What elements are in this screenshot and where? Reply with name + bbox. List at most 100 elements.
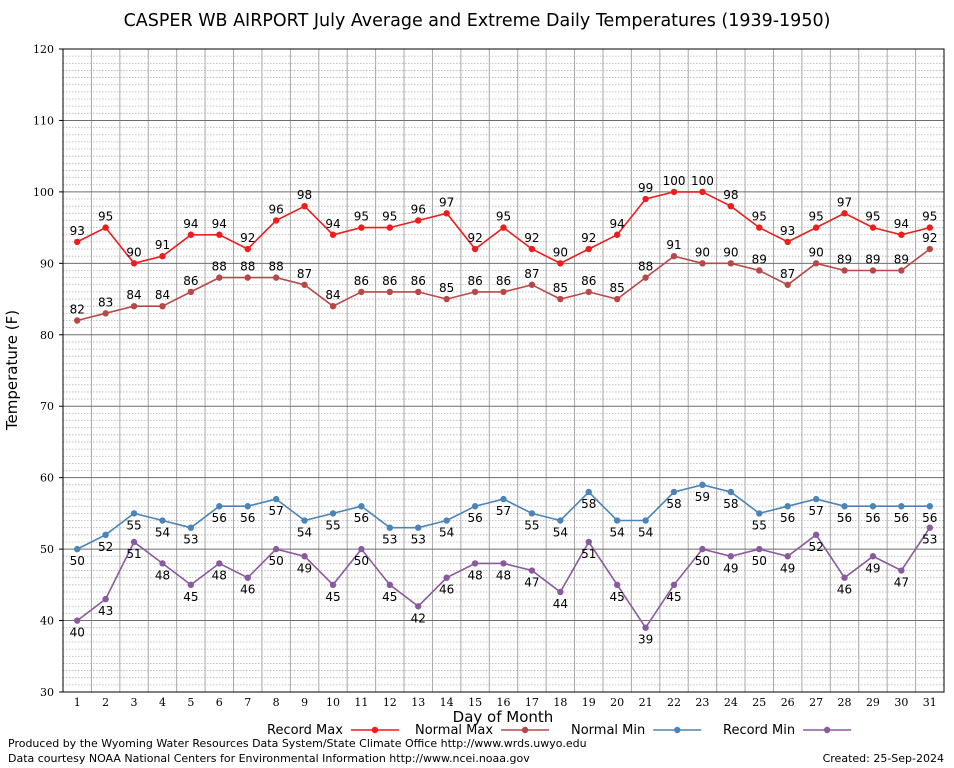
x-tick-label: 30 bbox=[894, 696, 908, 709]
record-max-data-label: 97 bbox=[837, 195, 852, 209]
record-min-point bbox=[926, 524, 933, 531]
x-tick-label: 22 bbox=[667, 696, 681, 709]
normal-max-point bbox=[528, 281, 536, 288]
record-min-data-label: 49 bbox=[723, 561, 738, 575]
normal-min-data-label: 55 bbox=[752, 518, 767, 532]
normal-max-point bbox=[216, 274, 223, 281]
normal-max-legend-marker bbox=[521, 726, 529, 734]
record-max-point bbox=[187, 231, 195, 238]
x-tick-label: 1 bbox=[74, 696, 81, 709]
normal-min-point bbox=[812, 495, 820, 503]
normal-min-data-label: 57 bbox=[808, 504, 823, 518]
record-min-data-label: 44 bbox=[553, 597, 568, 611]
record-min-series: 40 43 51 48 45 48 46 50 49 45 50 45 42 46 48 48 47 44 51 45… bbox=[70, 524, 937, 647]
normal-min-legend-label: Normal Min bbox=[571, 723, 645, 738]
y-tick-label: 60 bbox=[40, 472, 54, 485]
record-min-point bbox=[898, 567, 905, 574]
normal-max-point bbox=[557, 295, 564, 303]
record-min-data-label: 49 bbox=[865, 561, 880, 575]
x-tick-label: 29 bbox=[866, 696, 880, 709]
normal-max-point bbox=[613, 295, 621, 303]
record-max-point bbox=[585, 245, 592, 253]
record-min-point bbox=[358, 545, 365, 553]
record-max-data-label: 94 bbox=[183, 217, 198, 231]
record-max-data-label: 94 bbox=[894, 217, 909, 231]
record-max-point bbox=[869, 224, 877, 231]
record-max-data-label: 94 bbox=[212, 217, 227, 231]
record-min-data-label: 50 bbox=[752, 554, 767, 568]
normal-min-data-label: 58 bbox=[723, 497, 738, 511]
normal-max-point bbox=[812, 260, 820, 267]
normal-max-point bbox=[869, 267, 877, 274]
y-tick-label: 110 bbox=[33, 114, 54, 127]
normal-max-point bbox=[699, 260, 706, 267]
record-min-point bbox=[329, 581, 337, 589]
normal-min-point bbox=[130, 510, 138, 517]
normal-max-data-label: 86 bbox=[411, 274, 426, 288]
normal-max-data-label: 86 bbox=[581, 274, 596, 288]
normal-min-point bbox=[471, 503, 479, 510]
record-min-point bbox=[187, 581, 195, 589]
record-max-series: 93 95 90 91 94 94 92 96 98 94 95 95 96 97 92 95 92 90 92 94… bbox=[70, 174, 937, 267]
x-tick-label: 3 bbox=[131, 696, 138, 709]
x-tick-label: 12 bbox=[383, 696, 397, 709]
record-min-data-label: 39 bbox=[638, 633, 653, 647]
x-tick-label: 31 bbox=[923, 696, 937, 709]
footer-produced-by: Produced by the Wyoming Water Resources … bbox=[8, 737, 587, 750]
record-min-point bbox=[784, 553, 791, 560]
normal-min-data-label: 56 bbox=[240, 511, 255, 525]
normal-min-point bbox=[670, 488, 678, 496]
normal-min-data-label: 56 bbox=[780, 511, 795, 525]
record-max-data-label: 95 bbox=[98, 210, 113, 224]
normal-max-data-label: 84 bbox=[126, 288, 141, 302]
record-max-data-label: 100 bbox=[691, 174, 714, 188]
record-min-point bbox=[756, 545, 763, 553]
record-min-data-label: 45 bbox=[183, 590, 198, 604]
record-max-data-label: 98 bbox=[297, 188, 312, 202]
footer-created: Created: 25-Sep-2024 bbox=[822, 752, 944, 765]
record-min-point bbox=[500, 560, 507, 567]
record-min-point bbox=[301, 553, 308, 560]
record-min-point bbox=[102, 595, 109, 603]
record-max-data-label: 98 bbox=[723, 188, 738, 202]
normal-min-data-label: 56 bbox=[837, 511, 852, 525]
x-tick-label: 25 bbox=[752, 696, 766, 709]
normal-min-data-label: 50 bbox=[70, 554, 85, 568]
normal-min-point bbox=[898, 503, 905, 510]
record-max-data-label: 95 bbox=[496, 210, 511, 224]
record-max-point bbox=[216, 231, 223, 238]
record-min-data-label: 50 bbox=[354, 554, 369, 568]
normal-min-point bbox=[216, 503, 223, 510]
y-tick-label: 80 bbox=[40, 329, 54, 342]
record-min-data-label: 50 bbox=[269, 554, 284, 568]
x-tick-label: 16 bbox=[497, 696, 511, 709]
normal-max-data-label: 83 bbox=[98, 295, 113, 309]
record-max-point bbox=[841, 210, 848, 217]
normal-max-data-label: 91 bbox=[666, 238, 681, 252]
y-tick-label: 90 bbox=[40, 257, 54, 270]
record-min-data-label: 49 bbox=[297, 561, 312, 575]
record-max-data-label: 96 bbox=[269, 202, 284, 216]
plot-frame bbox=[62, 48, 945, 693]
record-max-data-label: 95 bbox=[382, 210, 397, 224]
normal-max-data-label: 92 bbox=[922, 231, 937, 245]
normal-min-point bbox=[187, 524, 195, 531]
legend: Record Max Normal Max Normal Min Record Min bbox=[267, 723, 852, 738]
normal-max-point bbox=[301, 281, 308, 288]
normal-min-point bbox=[272, 495, 280, 503]
record-min-data-label: 45 bbox=[666, 590, 681, 604]
normal-min-data-label: 56 bbox=[354, 511, 369, 525]
record-min-point bbox=[812, 531, 820, 539]
record-max-data-label: 93 bbox=[70, 224, 85, 238]
normal-min-point bbox=[926, 503, 933, 510]
normal-max-point bbox=[926, 245, 933, 253]
record-max-data-label: 96 bbox=[411, 202, 426, 216]
record-min-data-label: 50 bbox=[695, 554, 710, 568]
record-max-point bbox=[784, 238, 791, 246]
record-max-point bbox=[159, 252, 166, 260]
normal-max-point bbox=[329, 303, 337, 310]
record-max-data-label: 90 bbox=[126, 245, 141, 259]
record-max-legend-label: Record Max bbox=[267, 723, 343, 738]
record-min-point bbox=[386, 581, 394, 589]
